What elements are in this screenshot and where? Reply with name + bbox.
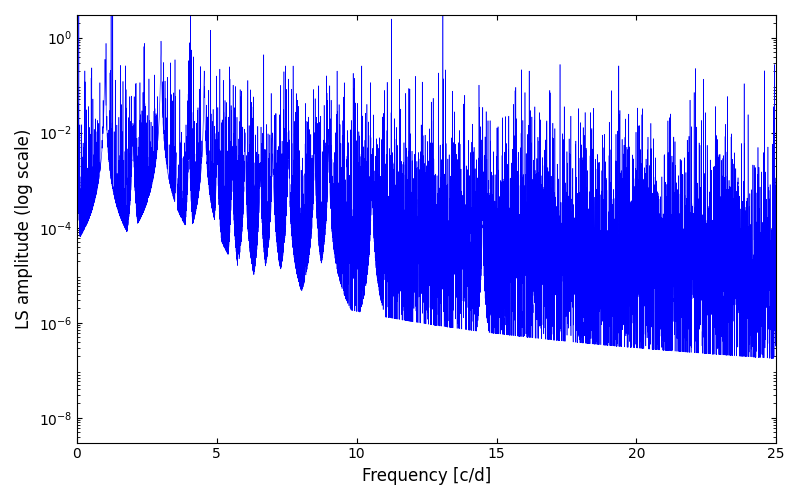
X-axis label: Frequency [c/d]: Frequency [c/d] — [362, 467, 491, 485]
Y-axis label: LS amplitude (log scale): LS amplitude (log scale) — [15, 128, 33, 329]
